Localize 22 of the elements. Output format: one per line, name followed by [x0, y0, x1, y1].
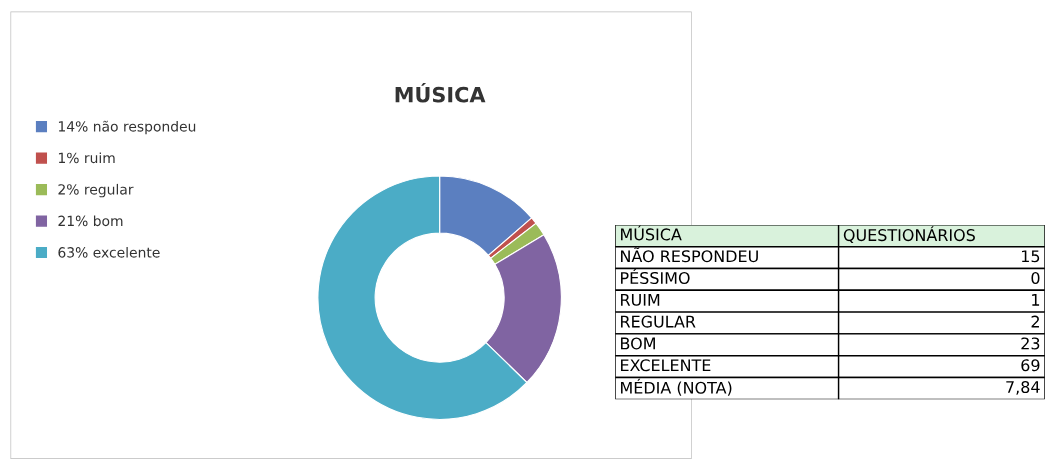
text: 15	[1021, 250, 1040, 263]
category-label: RUIM	[621, 293, 660, 306]
chart-title: MÚSICA	[395, 82, 486, 103]
category-label: EXCELENTE	[621, 359, 711, 372]
legend-label: 63% excelente	[58, 246, 160, 258]
text: 2	[1031, 315, 1039, 328]
legend-label: 1% ruim	[58, 152, 115, 164]
legend-label: 14% não respondeu	[58, 120, 196, 135]
category-label: PÉSSIMO	[621, 269, 690, 285]
text: 0	[1031, 271, 1040, 285]
category-label: REGULAR	[621, 315, 696, 328]
legend-label: 21% bom	[58, 215, 123, 227]
legend-label: 2% regular	[58, 183, 134, 198]
text: 69	[1021, 359, 1040, 372]
text: 23	[1021, 337, 1040, 350]
category-label: MÉDIA (NOTA)	[621, 378, 732, 396]
category-label: NÃO RESPONDEU	[621, 247, 758, 263]
text: MÚSICA	[621, 225, 682, 241]
text: 1	[1032, 293, 1040, 306]
category-label: BOM	[621, 337, 655, 350]
text: QUESTIONÁRIOS	[843, 226, 975, 243]
text: 7,84	[1006, 380, 1040, 395]
